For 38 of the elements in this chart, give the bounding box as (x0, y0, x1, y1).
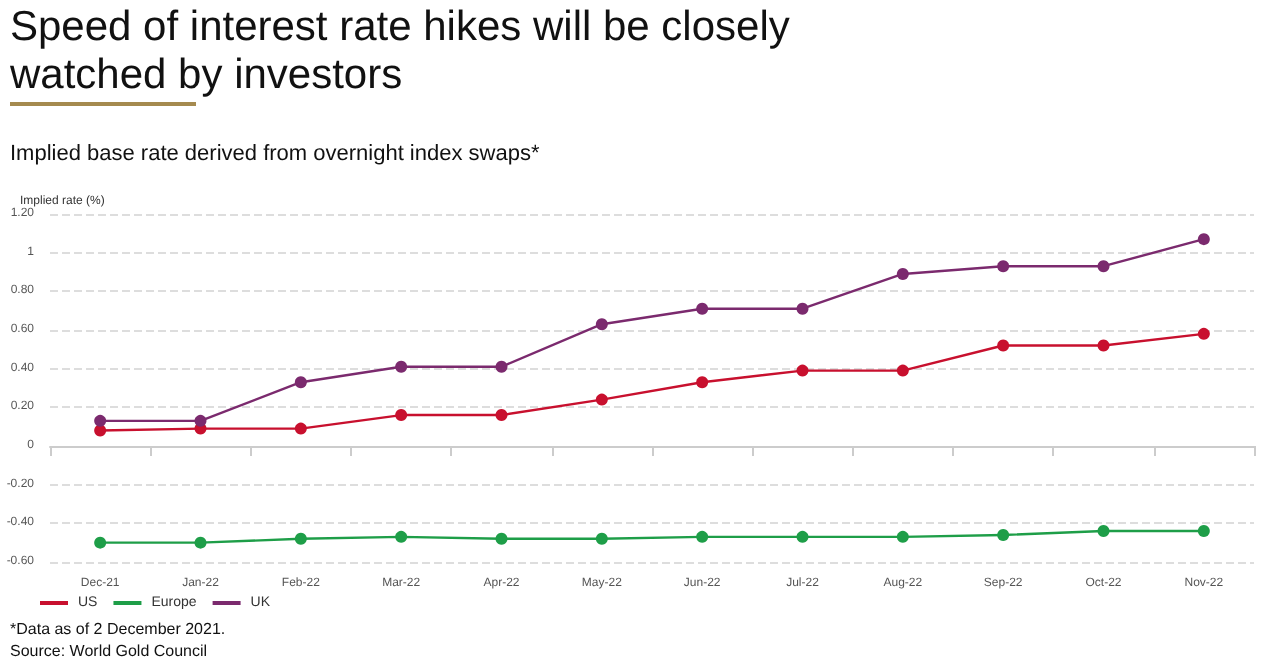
source-note: Source: World Gold Council (10, 640, 210, 662)
point (796, 302, 809, 315)
point (1097, 525, 1110, 538)
point (696, 530, 709, 543)
point (1097, 260, 1110, 273)
point (1197, 327, 1210, 340)
point (896, 530, 909, 543)
point (595, 393, 608, 406)
point (94, 536, 107, 549)
chart-subtitle: Implied base rate derived from overnight index swaps* (10, 142, 540, 166)
point (1197, 525, 1210, 538)
point (595, 532, 608, 545)
point (796, 530, 809, 543)
point (294, 376, 307, 389)
point (896, 267, 909, 280)
point (395, 409, 408, 422)
point (495, 532, 508, 545)
point (896, 364, 909, 377)
point (1097, 339, 1110, 352)
point (796, 364, 809, 377)
point (94, 414, 107, 427)
point (997, 260, 1010, 273)
point (395, 530, 408, 543)
point (194, 414, 207, 427)
point (595, 318, 608, 331)
point (997, 339, 1010, 352)
point (696, 302, 709, 315)
point (696, 376, 709, 389)
text: *Data as of 2 December 2021. (10, 618, 226, 640)
point (294, 532, 307, 545)
point (495, 409, 508, 422)
chart-title: Speed of interest rate hikes will be closely watched by investors (10, 4, 792, 100)
point (194, 536, 207, 549)
point (1197, 233, 1210, 246)
point (395, 360, 408, 373)
point (294, 422, 307, 435)
point (997, 528, 1010, 541)
point (495, 360, 508, 373)
